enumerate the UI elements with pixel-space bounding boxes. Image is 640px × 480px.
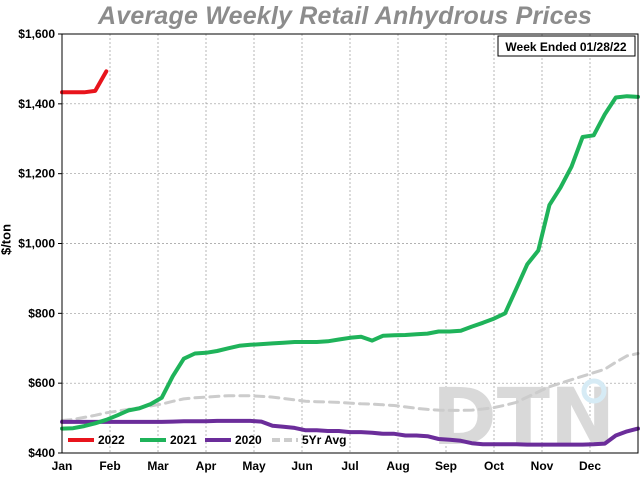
week-ended-box: Week Ended 01/28/22: [497, 35, 636, 57]
legend-label: 2022: [98, 433, 125, 447]
x-tick-label: Feb: [99, 459, 120, 473]
chart-title: Average Weekly Retail Anhydrous Prices: [98, 2, 592, 30]
legend: 2022 2021 2020 5Yr Avg: [68, 433, 346, 447]
y-axis-ticks: $400 $600 $800 $1,000 $1,200 $1,400 $1,600: [18, 27, 62, 460]
x-tick-label: Jan: [52, 459, 73, 473]
x-tick-label: Jul: [341, 459, 358, 473]
x-tick-label: May: [242, 459, 266, 473]
x-tick-label: Oct: [484, 459, 504, 473]
y-tick-label: $1,000: [18, 237, 55, 251]
x-tick-label: Jun: [291, 459, 312, 473]
y-tick-label: $600: [28, 376, 55, 390]
series-line-2022: [60, 69, 109, 95]
y-tick-label: $1,600: [18, 27, 55, 41]
x-tick-label: Apr: [196, 459, 217, 473]
series-line-2021: [60, 94, 640, 431]
x-tick-label: Mar: [147, 459, 169, 473]
watermark-circle-icon: [581, 378, 607, 404]
x-tick-label: Nov: [531, 459, 554, 473]
series-line-2020: [60, 418, 640, 447]
legend-label: 2020: [235, 433, 262, 447]
x-axis-ticks: Jan Feb Mar Apr May Jun Jul Aug Sep Oct Nov Dec: [52, 459, 602, 473]
y-tick-label: $1,200: [18, 167, 55, 181]
y-tick-label: $800: [28, 306, 55, 320]
series-line-5yr-avg: [60, 352, 640, 422]
x-tick-label: Aug: [386, 459, 409, 473]
legend-label: 2021: [170, 433, 197, 447]
week-ended-label: Week Ended 01/28/22: [505, 40, 627, 54]
x-tick-label: Dec: [579, 459, 601, 473]
dtn-watermark: DTN: [432, 373, 615, 463]
series-lines: [60, 69, 640, 447]
legend-label: 5Yr Avg: [302, 433, 346, 447]
x-tick-label: Sep: [435, 459, 457, 473]
y-tick-label: $400: [28, 446, 55, 460]
y-tick-label: $1,400: [18, 97, 55, 111]
